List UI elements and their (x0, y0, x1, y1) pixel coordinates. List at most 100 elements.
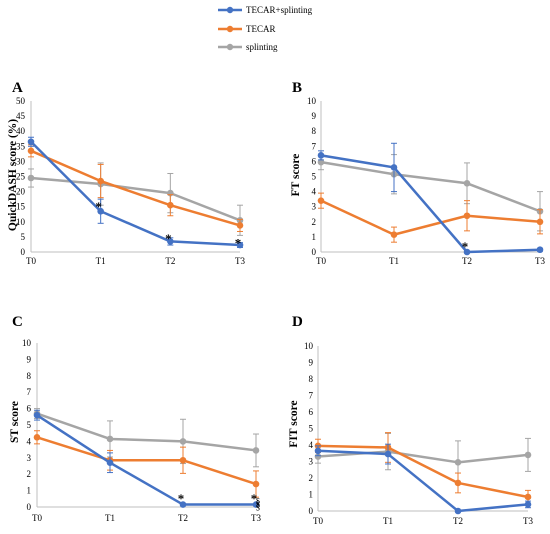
x-tick-label: T2 (165, 256, 175, 266)
y-tick-label: 4 (309, 440, 314, 450)
y-tick-label: 2 (27, 469, 32, 479)
y-tick-label: 15 (16, 202, 26, 212)
x-tick-label: T3 (235, 256, 245, 266)
data-point (236, 222, 244, 229)
y-tick-label: 9 (309, 358, 314, 368)
y-tick-label: 3 (27, 453, 32, 463)
significance-marker: * (251, 491, 258, 506)
y-tick-label: 6 (309, 407, 314, 417)
data-point (314, 453, 322, 460)
y-tick-label: 0 (309, 506, 314, 516)
panel-letter: A (12, 80, 23, 96)
data-point (536, 218, 544, 226)
y-axis-title: FT score (290, 154, 302, 197)
y-axis-title: ST score (9, 401, 21, 443)
y-tick-label: 1 (27, 486, 32, 496)
panel-letter: D (292, 314, 303, 330)
x-tick-label: T0 (26, 256, 36, 266)
y-tick-label: 6 (27, 404, 32, 414)
y-axis-title: FIT score (288, 400, 300, 447)
data-point (454, 507, 462, 515)
x-tick-label: T1 (105, 513, 115, 523)
legend-swatch-marker (226, 6, 234, 14)
y-tick-label: 6 (312, 156, 317, 166)
series-line (30, 176, 241, 222)
data-point (390, 164, 398, 171)
legend-label: TECAR (246, 24, 276, 34)
series-line (36, 436, 257, 486)
legend: TECAR+splinting TECAR splinting (218, 5, 313, 52)
series-line (320, 199, 541, 236)
legend-item: TECAR+splinting (218, 5, 313, 15)
y-tick-label: 1 (312, 232, 317, 242)
data-point (524, 493, 532, 501)
y-tick-label: 3 (312, 202, 317, 212)
data-point (524, 501, 532, 508)
y-tick-label: 10 (307, 96, 317, 106)
series-tecar-splinting (317, 142, 544, 256)
data-point (454, 459, 462, 466)
data-point (463, 248, 471, 256)
y-tick-label: 45 (16, 111, 26, 121)
series-splinting (27, 162, 244, 236)
data-point (252, 480, 260, 488)
data-point (167, 238, 174, 245)
y-axis-title: QuickDASH score (%) (7, 119, 19, 231)
data-point (390, 231, 398, 238)
data-point (317, 158, 325, 166)
data-point (524, 451, 532, 459)
y-tick-label: 5 (309, 424, 314, 434)
data-point (167, 201, 174, 209)
data-point (536, 246, 544, 254)
chart-panel-a: A QuickDASH score (%) 0 5 10 15 20 25 30 35 40 45 50… (7, 80, 245, 266)
y-tick-label: 40 (16, 126, 26, 136)
series-tecar-splinting (33, 409, 260, 508)
x-tick-label: T3 (535, 256, 545, 266)
y-tick-label: 5 (21, 232, 26, 242)
x-tick-label: T3 (251, 513, 261, 523)
y-tick-label: 8 (309, 374, 314, 384)
data-point (252, 501, 260, 508)
data-point (33, 411, 41, 419)
series-splinting (33, 408, 260, 468)
y-tick-label: 4 (312, 187, 317, 197)
y-tick-label: 2 (309, 473, 314, 483)
significance-marker: § (256, 501, 261, 512)
data-point (179, 456, 187, 464)
significance-marker: § (256, 497, 261, 508)
y-tick-label: 8 (312, 126, 317, 136)
series-line (36, 412, 257, 452)
panel-letter: B (292, 80, 302, 96)
y-tick-label: 7 (312, 141, 317, 151)
x-tick-label: T2 (453, 516, 463, 526)
x-tick-label: T2 (178, 513, 188, 523)
series-line (320, 160, 541, 213)
significance-marker: * (165, 231, 172, 246)
y-tick-label: 9 (312, 111, 317, 121)
data-point (27, 147, 35, 155)
y-tick-label: 7 (27, 387, 32, 397)
significance-marker: * (178, 491, 185, 506)
series-splinting (314, 432, 532, 485)
series-tecar (314, 432, 532, 505)
data-point (27, 138, 35, 146)
series-tecar (27, 144, 244, 232)
data-point (106, 435, 114, 443)
series-line (320, 154, 541, 254)
y-tick-label: 5 (312, 172, 317, 182)
data-point (27, 174, 35, 182)
x-tick-label: T1 (389, 256, 399, 266)
data-point (106, 459, 114, 467)
y-tick-label: 3 (309, 457, 314, 467)
x-tick-label: T2 (462, 256, 472, 266)
series-line (317, 444, 529, 499)
data-point (97, 207, 104, 215)
legend-label: splinting (246, 42, 278, 52)
data-point (317, 152, 325, 159)
y-tick-label: 8 (27, 371, 32, 381)
series-line (317, 449, 529, 513)
legend-swatch-marker (226, 43, 234, 51)
significance-marker: * (235, 235, 242, 250)
